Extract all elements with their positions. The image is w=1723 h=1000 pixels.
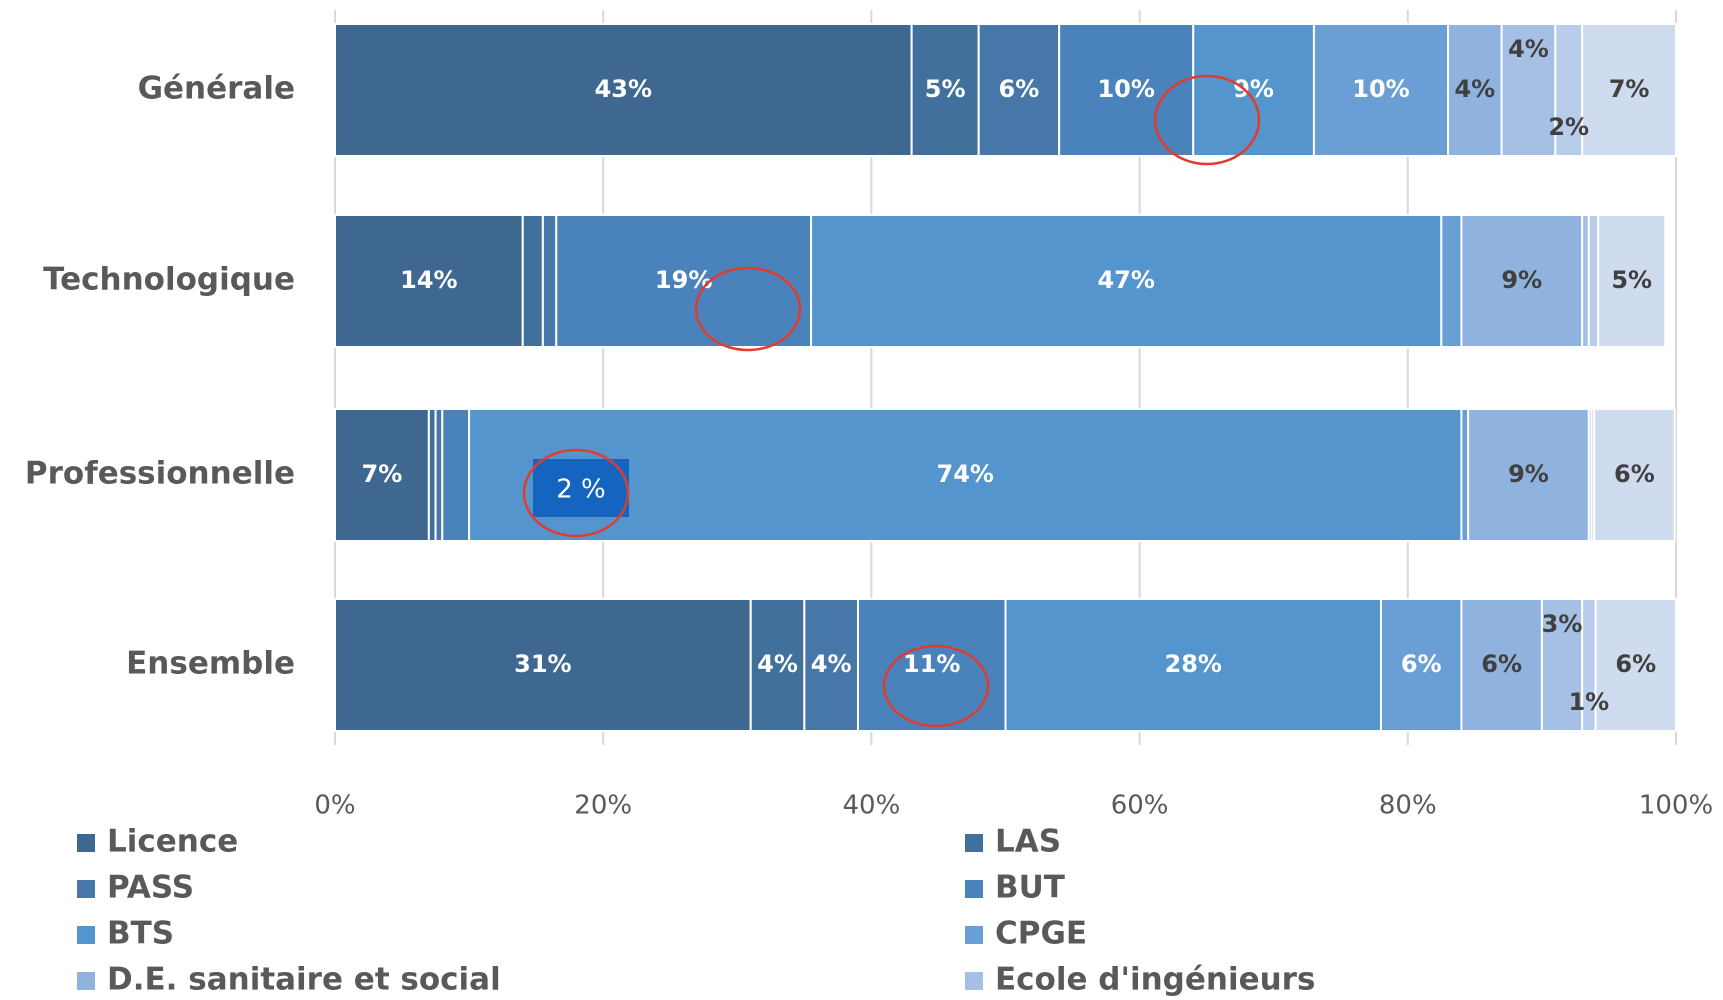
- highlight-circle: [882, 644, 990, 728]
- value-label: 5%: [1611, 266, 1652, 294]
- value-label: 6%: [999, 75, 1040, 103]
- x-tick-label: 100%: [1639, 791, 1713, 821]
- value-label: 2%: [1548, 113, 1589, 141]
- bar-segment: [1058, 23, 1195, 157]
- value-label: 28%: [1165, 650, 1222, 678]
- value-label: 10%: [1097, 75, 1154, 103]
- bar-segment: [1440, 214, 1463, 348]
- bar-segment: [1500, 23, 1557, 157]
- bar-segment: [334, 214, 524, 348]
- bar-segment: [1540, 598, 1584, 732]
- value-label: 6%: [1401, 650, 1442, 678]
- bar-segment: [1554, 23, 1584, 157]
- category-label: Générale: [138, 71, 295, 107]
- legend-swatch: [77, 926, 95, 944]
- legend-label: BTS: [107, 916, 174, 952]
- value-label: 4%: [1508, 35, 1549, 63]
- category-label: Professionnelle: [25, 456, 295, 492]
- legend-label: PASS: [107, 870, 194, 906]
- highlight-circle: [694, 266, 802, 352]
- bar-segment: [1581, 23, 1678, 157]
- bars: [334, 23, 1678, 732]
- value-label: 7%: [1609, 75, 1650, 103]
- legend-swatch: [965, 926, 983, 944]
- legend-swatch: [77, 834, 95, 852]
- value-label: 6%: [1615, 650, 1656, 678]
- bar-segment: [810, 214, 1443, 348]
- bar-segment: [1460, 214, 1584, 348]
- value-label: 11%: [903, 650, 960, 678]
- bar-segment: [1004, 598, 1382, 732]
- bar-segment: [910, 23, 980, 157]
- bar-segment: [468, 408, 1463, 542]
- value-label: 1%: [1568, 688, 1609, 716]
- annotation-box: [533, 459, 629, 517]
- value-label: 74%: [937, 460, 994, 488]
- x-tick-label: 40%: [843, 791, 901, 821]
- annotation: 2 %: [556, 475, 606, 505]
- bar-segment: [1447, 23, 1503, 157]
- legend-swatch: [77, 880, 95, 898]
- legend-label: CPGE: [995, 916, 1087, 952]
- legend-swatch: [965, 834, 983, 852]
- value-label: 14%: [400, 266, 457, 294]
- value-label: 19%: [655, 266, 712, 294]
- bar-segment: [1312, 23, 1450, 157]
- overlay: 43% 5% 6% 10% 9% 10% 4% 4% 2% 7% 14% 19% 47% 9% 5% 7% 74…: [77, 35, 1656, 998]
- bar-segment: [1460, 598, 1543, 732]
- legend-label: LAS: [995, 824, 1061, 860]
- value-label: 9%: [1501, 266, 1542, 294]
- value-label: 4%: [1454, 75, 1495, 103]
- value-label: 5%: [925, 75, 966, 103]
- grid: 0% 20% 40% 60% 80% 100% Générale Technologique P…: [25, 10, 1713, 821]
- category-label: Ensemble: [126, 646, 295, 682]
- legend-label: D.E. sanitaire et social: [107, 962, 501, 998]
- bar-segment: [441, 408, 471, 542]
- x-tick-label: 0%: [314, 791, 355, 821]
- bar-segment: [1379, 598, 1463, 732]
- bar-segment: [1594, 598, 1678, 732]
- value-label: 6%: [1614, 460, 1655, 488]
- value-label: 10%: [1352, 75, 1409, 103]
- bar-segment: [434, 408, 444, 542]
- highlight-circle: [1153, 74, 1261, 166]
- legend-swatch: [965, 880, 983, 898]
- legend-label: Ecole d'ingénieurs: [995, 962, 1315, 998]
- legend-label: BUT: [995, 870, 1065, 906]
- value-label: 4%: [757, 650, 798, 678]
- bar-segment: [334, 598, 752, 732]
- bar-segment: [1460, 408, 1470, 542]
- bar-segment: [1597, 214, 1667, 348]
- bar-segment: [749, 598, 806, 732]
- value-label: 6%: [1481, 650, 1522, 678]
- bar-segment: [1587, 214, 1600, 348]
- x-tick-label: 80%: [1379, 791, 1437, 821]
- highlight-circle: [522, 448, 630, 538]
- bar-segment: [1581, 214, 1590, 348]
- value-label: 3%: [1542, 610, 1583, 638]
- value-label: 9%: [1508, 460, 1549, 488]
- bar-segment: [977, 23, 1061, 157]
- value-label: 4%: [811, 650, 852, 678]
- bar-segment: [521, 214, 544, 348]
- bar-segment: [1192, 23, 1315, 157]
- bar-segment: [541, 214, 558, 348]
- legend-swatch: [965, 972, 983, 990]
- bar-segment: [334, 23, 913, 157]
- value-label: 31%: [514, 650, 571, 678]
- value-label: 47%: [1097, 266, 1154, 294]
- x-tick-label: 60%: [1111, 791, 1169, 821]
- legend-label: Licence: [107, 824, 238, 860]
- legend-swatch: [77, 972, 95, 990]
- bar-segment: [555, 214, 813, 348]
- category-label: Technologique: [43, 262, 295, 298]
- x-tick-label: 20%: [574, 791, 632, 821]
- bar-segment: [427, 408, 437, 542]
- bar-segment: [1593, 408, 1676, 542]
- bar-segment: [1467, 408, 1590, 542]
- value-label: 43%: [595, 75, 652, 103]
- value-label: 7%: [362, 460, 403, 488]
